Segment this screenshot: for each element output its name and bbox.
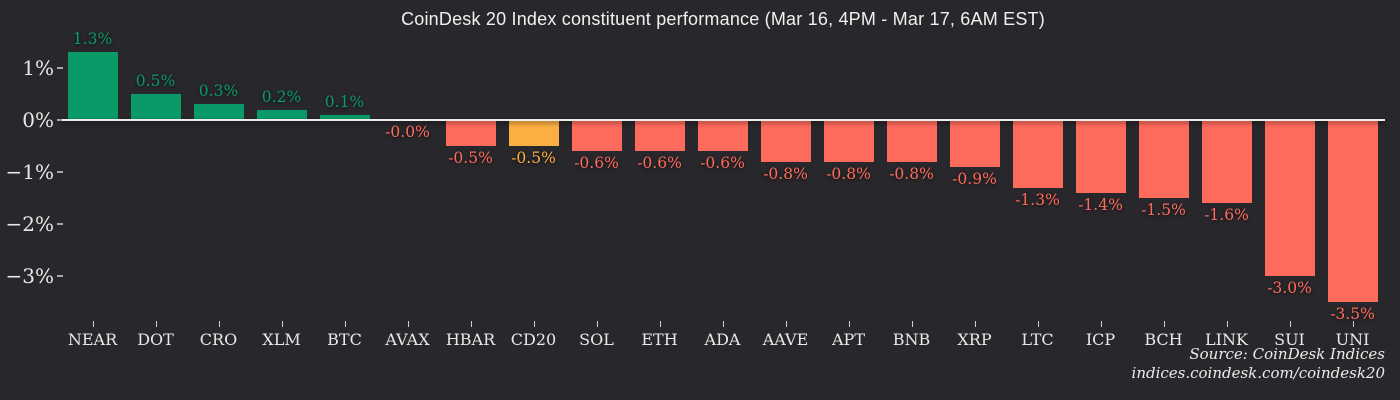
bar-apt (823, 120, 874, 162)
bar-near (67, 52, 118, 120)
bar-sui (1264, 120, 1315, 276)
y-axis-tick (57, 67, 63, 69)
bar-value-hbar: -0.5% (448, 149, 493, 167)
zero-baseline (62, 119, 1385, 121)
x-axis-tick (723, 321, 724, 327)
source-line: Source: CoinDesk Indices (1189, 345, 1385, 363)
x-axis-tick (1038, 321, 1039, 327)
x-axis-tick (156, 321, 157, 327)
x-axis-label-near: NEAR (67, 330, 118, 349)
x-axis-label-icp: ICP (1085, 330, 1116, 349)
bar-ada (697, 120, 748, 152)
x-axis-label-sui: SUI (1274, 330, 1305, 349)
y-axis-tick (57, 275, 63, 277)
y-axis-tick (57, 171, 63, 173)
x-axis-label-cd20: CD20 (510, 330, 557, 349)
bar-value-avax: -0.0% (385, 123, 430, 141)
bar-value-bnb: -0.8% (889, 164, 934, 183)
y-axis-tick (57, 119, 63, 121)
x-axis-label-ltc: LTC (1021, 330, 1054, 349)
x-axis-tick (1227, 321, 1228, 327)
y-axis-label: −2% (5, 212, 55, 236)
x-axis-label-uni: UNI (1335, 330, 1370, 349)
y-axis-label: −1% (5, 160, 55, 184)
bar-value-bch: -1.5% (1141, 201, 1186, 219)
bar-xlm (256, 109, 307, 120)
x-axis-tick (345, 321, 346, 327)
x-axis-tick (849, 321, 850, 327)
x-axis-label-aave: AAVE (762, 330, 809, 349)
x-axis-label-cro: CRO (199, 330, 238, 349)
y-axis-tick (57, 223, 63, 225)
bar-bnb (886, 120, 937, 162)
x-axis-tick (597, 321, 598, 327)
source-url: indices.coindesk.com/coindesk20 (1131, 364, 1385, 382)
x-axis-tick (660, 321, 661, 327)
bar-btc (319, 114, 370, 120)
x-axis-tick (786, 321, 787, 327)
x-axis-label-xlm: XLM (262, 330, 301, 349)
bar-uni (1327, 120, 1378, 302)
bar-value-link: -1.6% (1204, 206, 1249, 225)
bar-dot (130, 94, 181, 120)
x-axis-label-ada: ADA (704, 330, 741, 349)
bar-value-icp: -1.4% (1078, 195, 1123, 214)
x-axis-tick (912, 321, 913, 327)
x-axis-tick (1353, 321, 1354, 327)
bar-cd20 (508, 120, 559, 146)
x-axis-tick (471, 321, 472, 327)
x-axis-label-bnb: BNB (892, 330, 931, 349)
x-axis-label-hbar: HBAR (445, 330, 496, 349)
bar-icp (1075, 120, 1126, 193)
bar-value-sol: -0.6% (574, 154, 619, 173)
y-axis-label: 0% (22, 108, 54, 132)
x-axis-tick (408, 321, 409, 327)
chart-title: CoinDesk 20 Index constituent performanc… (401, 9, 1045, 29)
x-axis-tick (282, 321, 283, 327)
bar-aave (760, 120, 811, 162)
x-axis-label-link: LINK (1205, 330, 1248, 349)
x-axis-label-apt: APT (832, 330, 865, 349)
x-axis-label-bch: BCH (1144, 330, 1183, 349)
source-attribution: Source: CoinDesk Indices indices.coindes… (1132, 345, 1385, 383)
y-axis-label: −3% (5, 264, 55, 288)
bar-value-ada: -0.6% (700, 154, 745, 173)
x-axis-tick (534, 321, 535, 327)
bar-value-near: 1.3% (72, 30, 113, 49)
x-axis-tick (1164, 321, 1165, 327)
x-axis-tick (975, 321, 976, 327)
bar-eth (634, 120, 685, 152)
bar-ltc (1012, 120, 1063, 188)
bar-sol (571, 120, 622, 152)
x-axis-tick (219, 321, 220, 327)
bar-value-apt: -0.8% (826, 164, 871, 183)
bar-hbar (445, 120, 496, 146)
x-axis-tick (1101, 321, 1102, 327)
bar-value-sui: -3.0% (1267, 279, 1312, 297)
bar-value-aave: -0.8% (763, 164, 808, 183)
x-axis-label-sol: SOL (579, 330, 614, 349)
x-axis-label-btc: BTC (327, 330, 362, 349)
bar-value-btc: 0.1% (324, 92, 365, 111)
bar-value-cro: 0.3% (198, 82, 239, 101)
bar-cro (193, 104, 244, 120)
y-axis-label: 1% (22, 56, 54, 80)
bar-value-ltc: -1.3% (1015, 190, 1060, 209)
bar-value-uni: -3.5% (1330, 305, 1375, 323)
bar-value-xlm: 0.2% (261, 87, 302, 106)
x-axis-label-eth: ETH (641, 330, 678, 349)
bar-bch (1138, 120, 1189, 198)
x-axis-tick (93, 321, 94, 327)
bar-link (1201, 120, 1252, 204)
bar-xrp (949, 120, 1000, 167)
x-axis-tick (1290, 321, 1291, 327)
x-axis-label-dot: DOT (137, 330, 174, 349)
bar-value-cd20: -0.5% (511, 149, 556, 167)
bar-value-eth: -0.6% (637, 154, 682, 173)
bar-value-dot: 0.5% (135, 72, 176, 90)
x-axis-label-avax: AVAX (385, 330, 430, 349)
x-axis-label-xrp: XRP (957, 330, 992, 349)
bar-value-xrp: -0.9% (952, 169, 997, 188)
